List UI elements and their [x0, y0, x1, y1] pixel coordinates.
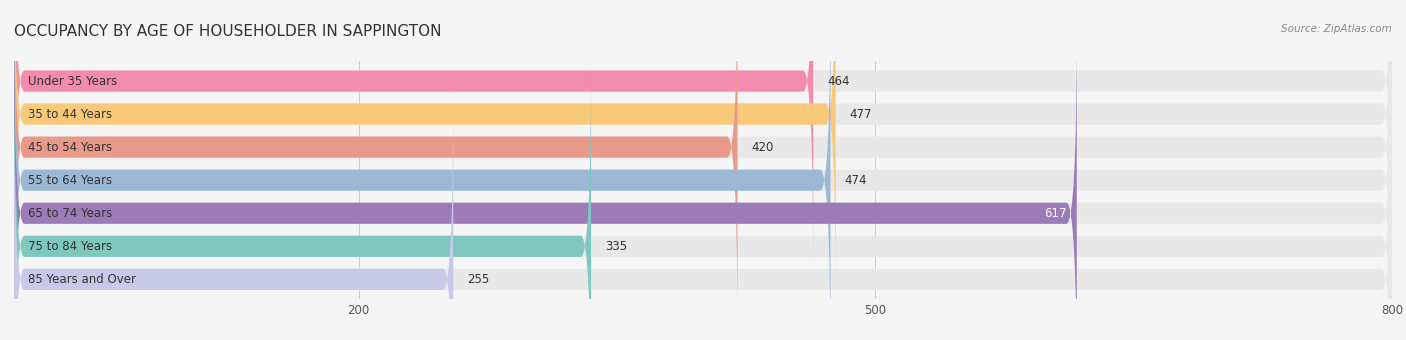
Text: 75 to 84 Years: 75 to 84 Years — [28, 240, 112, 253]
Text: 335: 335 — [605, 240, 627, 253]
FancyBboxPatch shape — [14, 26, 1392, 340]
Text: 35 to 44 Years: 35 to 44 Years — [28, 107, 112, 121]
FancyBboxPatch shape — [14, 58, 1392, 340]
Text: 65 to 74 Years: 65 to 74 Years — [28, 207, 112, 220]
Text: 464: 464 — [827, 74, 849, 87]
FancyBboxPatch shape — [14, 91, 1392, 340]
FancyBboxPatch shape — [14, 58, 591, 340]
Text: 45 to 54 Years: 45 to 54 Years — [28, 141, 112, 154]
FancyBboxPatch shape — [14, 0, 738, 335]
Text: 85 Years and Over: 85 Years and Over — [28, 273, 136, 286]
FancyBboxPatch shape — [14, 0, 813, 269]
FancyBboxPatch shape — [14, 0, 831, 340]
FancyBboxPatch shape — [14, 0, 1392, 269]
Text: Source: ZipAtlas.com: Source: ZipAtlas.com — [1281, 24, 1392, 34]
Text: 477: 477 — [849, 107, 872, 121]
FancyBboxPatch shape — [14, 91, 453, 340]
FancyBboxPatch shape — [14, 0, 1392, 340]
Text: Under 35 Years: Under 35 Years — [28, 74, 117, 87]
Text: 255: 255 — [467, 273, 489, 286]
Text: OCCUPANCY BY AGE OF HOUSEHOLDER IN SAPPINGTON: OCCUPANCY BY AGE OF HOUSEHOLDER IN SAPPI… — [14, 24, 441, 39]
Text: 55 to 64 Years: 55 to 64 Years — [28, 174, 112, 187]
FancyBboxPatch shape — [14, 26, 1077, 340]
Text: 420: 420 — [751, 141, 773, 154]
Text: 474: 474 — [844, 174, 866, 187]
FancyBboxPatch shape — [14, 0, 1392, 302]
FancyBboxPatch shape — [14, 0, 1392, 335]
Text: 617: 617 — [1043, 207, 1066, 220]
FancyBboxPatch shape — [14, 0, 835, 302]
